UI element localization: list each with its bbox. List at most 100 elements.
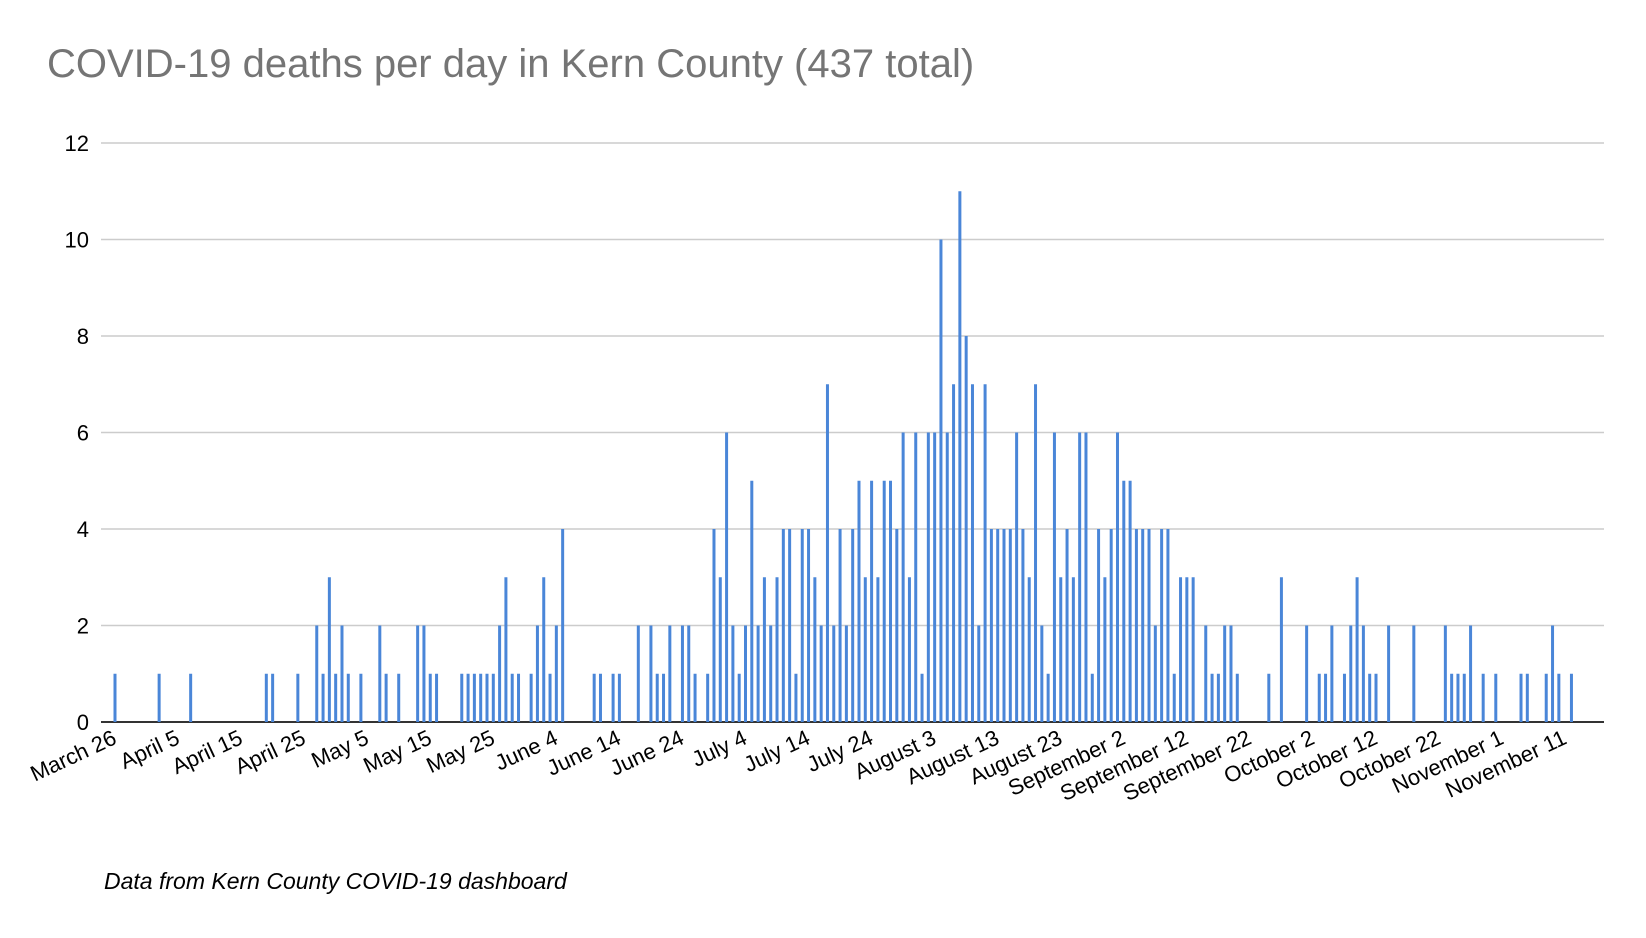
bar xyxy=(857,480,861,722)
source-note: Data from Kern County COVID-19 dashboard xyxy=(104,868,567,894)
bar xyxy=(1551,625,1555,722)
bar xyxy=(479,673,483,722)
bar xyxy=(1166,529,1170,722)
bar xyxy=(649,625,653,722)
bar xyxy=(466,673,470,722)
bar xyxy=(472,673,476,722)
bar xyxy=(1557,673,1561,722)
bar xyxy=(1216,673,1220,722)
x-tick-label: April 15 xyxy=(168,725,246,779)
bar xyxy=(592,673,596,722)
bar xyxy=(636,625,640,722)
bar xyxy=(504,577,508,722)
bar xyxy=(844,625,848,722)
bar xyxy=(1141,529,1145,722)
bar xyxy=(1342,673,1346,722)
bar xyxy=(863,577,867,722)
bar xyxy=(1115,432,1119,722)
bar xyxy=(384,673,388,722)
bar xyxy=(113,673,117,722)
bar xyxy=(825,384,829,722)
x-tick-label: July 4 xyxy=(688,725,751,772)
bar xyxy=(970,384,974,722)
bar xyxy=(851,529,855,722)
bar xyxy=(958,191,962,722)
bar xyxy=(939,239,943,722)
bar xyxy=(542,577,546,722)
y-tick-label: 8 xyxy=(77,324,89,349)
bar xyxy=(693,673,697,722)
bar xyxy=(435,673,439,722)
bar xyxy=(712,529,716,722)
bar xyxy=(1519,673,1523,722)
bar xyxy=(1134,529,1138,722)
bar xyxy=(996,529,1000,722)
bar xyxy=(977,625,981,722)
bar xyxy=(1147,529,1151,722)
bar xyxy=(157,673,161,722)
bar xyxy=(359,673,363,722)
bar xyxy=(725,432,729,722)
bar xyxy=(416,625,420,722)
bar xyxy=(662,673,666,722)
bar xyxy=(807,529,811,722)
bar xyxy=(1153,625,1157,722)
bar xyxy=(769,625,773,722)
bar xyxy=(1052,432,1056,722)
x-tick-label: July 14 xyxy=(740,725,814,777)
x-tick-label: June 24 xyxy=(606,725,688,781)
bar xyxy=(1046,673,1050,722)
bar xyxy=(756,625,760,722)
bar xyxy=(1569,673,1573,722)
bar xyxy=(870,480,874,722)
y-tick-label: 2 xyxy=(77,614,89,639)
x-tick-label: March 26 xyxy=(26,725,120,786)
bar xyxy=(687,625,691,722)
bar xyxy=(800,529,804,722)
bar xyxy=(1368,673,1372,722)
bar xyxy=(737,673,741,722)
bar xyxy=(617,673,621,722)
y-tick-label: 0 xyxy=(77,710,89,735)
bar xyxy=(378,625,382,722)
bar xyxy=(1481,673,1485,722)
bar xyxy=(1412,625,1416,722)
bar xyxy=(933,432,937,722)
chart-title: COVID-19 deaths per day in Kern County (… xyxy=(47,42,975,86)
bar xyxy=(561,529,565,722)
bar xyxy=(945,432,949,722)
bar xyxy=(1544,673,1548,722)
x-tick-label: May 25 xyxy=(422,725,498,778)
bar xyxy=(1204,625,1208,722)
bar xyxy=(813,577,817,722)
bar xyxy=(952,384,956,722)
bar xyxy=(485,673,489,722)
bar xyxy=(731,625,735,722)
bar xyxy=(706,673,710,722)
bar xyxy=(680,625,684,722)
bar xyxy=(517,673,521,722)
bar xyxy=(983,384,987,722)
bar xyxy=(1090,673,1094,722)
bar xyxy=(750,480,754,722)
bar xyxy=(788,529,792,722)
bar xyxy=(901,432,905,722)
bar xyxy=(1229,625,1233,722)
bar xyxy=(422,625,426,722)
bar xyxy=(1374,673,1378,722)
bar xyxy=(1103,577,1107,722)
bar xyxy=(926,432,930,722)
bar xyxy=(271,673,275,722)
bar xyxy=(1462,673,1466,722)
bar xyxy=(498,625,502,722)
bar xyxy=(1109,529,1113,722)
bar xyxy=(1084,432,1088,722)
bar xyxy=(1034,384,1038,722)
bar xyxy=(889,480,893,722)
bar xyxy=(1179,577,1183,722)
bar xyxy=(327,577,331,722)
y-tick-label: 6 xyxy=(77,421,89,446)
bar xyxy=(1494,673,1498,722)
